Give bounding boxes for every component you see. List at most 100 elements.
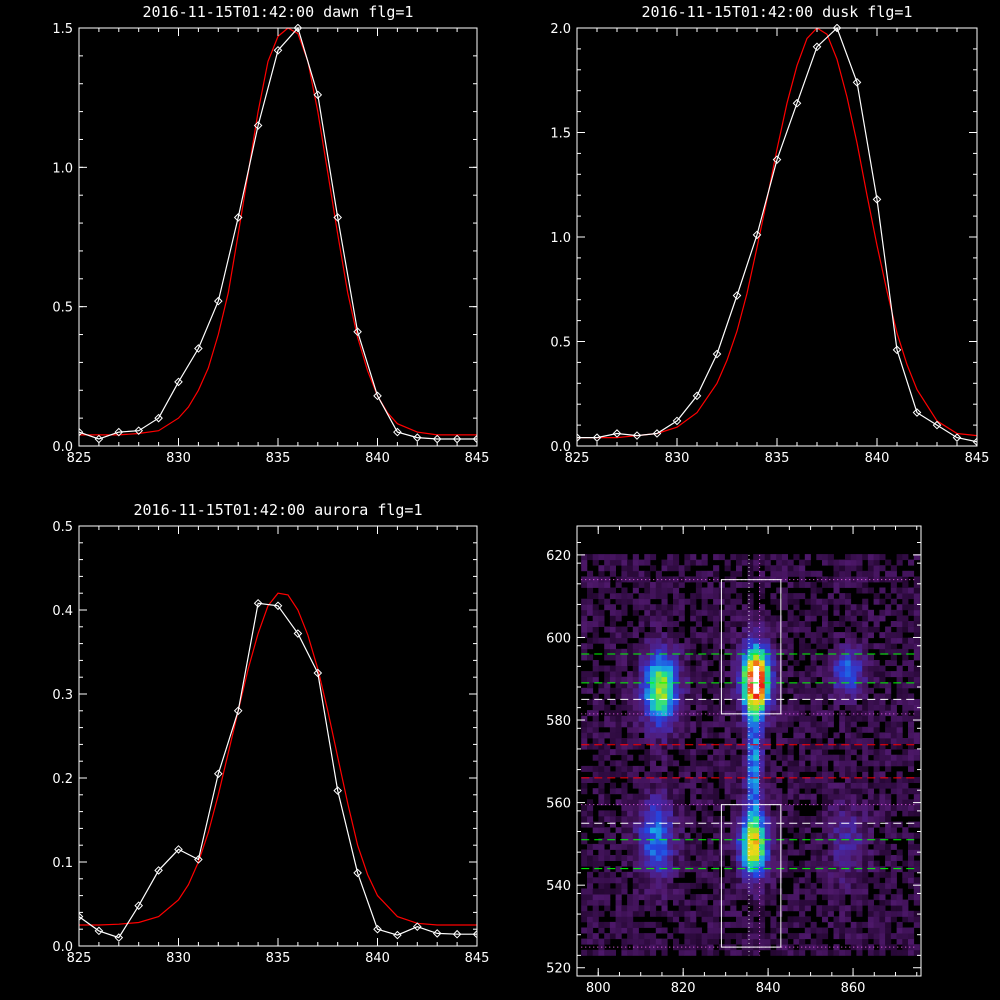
- heatmap-cell: [873, 565, 880, 572]
- heatmap-cell: [604, 715, 611, 722]
- data-point: [333, 786, 343, 795]
- heatmap-cell: [827, 660, 834, 666]
- heatmap-cell: [655, 693, 662, 700]
- heatmap-cell: [845, 738, 852, 744]
- heatmap-cell: [793, 793, 800, 800]
- heatmap-cell: [747, 910, 754, 917]
- heatmap-cell: [890, 732, 897, 739]
- heatmap-cell: [781, 949, 788, 956]
- heatmap-cell: [810, 799, 817, 806]
- heatmap-cell: [701, 933, 708, 940]
- heatmap-cell: [736, 949, 743, 956]
- heatmap-cell: [827, 771, 834, 778]
- heatmap-cell: [621, 877, 628, 884]
- heatmap-cell: [730, 687, 737, 694]
- heatmap-cell: [850, 643, 857, 650]
- heatmap-cell: [581, 621, 588, 627]
- heatmap-cell: [845, 726, 852, 733]
- heatmap-cell: [776, 793, 783, 800]
- heatmap-cell: [713, 671, 720, 678]
- heatmap-cell: [661, 894, 668, 901]
- heatmap-cell: [902, 682, 909, 689]
- heatmap-cell: [609, 687, 616, 694]
- heatmap-cell: [713, 821, 720, 828]
- heatmap-cell: [644, 738, 651, 744]
- heatmap-cell: [839, 821, 846, 828]
- heatmap-cell: [736, 827, 743, 834]
- heatmap-cell: [581, 554, 588, 561]
- heatmap-cell: [707, 843, 714, 850]
- heatmap-cell: [581, 804, 588, 811]
- heatmap-cell: [690, 710, 697, 717]
- heatmap-cell: [667, 626, 674, 633]
- heatmap-cell: [581, 604, 588, 611]
- heatmap-cell: [799, 949, 806, 956]
- heatmap-cell: [741, 832, 748, 839]
- heatmap-cell: [793, 771, 800, 778]
- heatmap-cell: [862, 894, 869, 901]
- heatmap-cell: [655, 738, 662, 744]
- heatmap-cell: [776, 621, 783, 627]
- heatmap-cell: [736, 660, 743, 666]
- heatmap-cell: [650, 871, 657, 878]
- heatmap-cell: [667, 799, 674, 806]
- heatmap-cell: [793, 726, 800, 733]
- heatmap-cell: [673, 804, 680, 811]
- heatmap-cell: [822, 832, 829, 839]
- heatmap-cell: [776, 877, 783, 884]
- heatmap-cell: [713, 793, 720, 800]
- data-line: [577, 26, 977, 443]
- heatmap-cell: [753, 821, 760, 828]
- heatmap-cell: [730, 782, 737, 789]
- heatmap-cell: [753, 804, 760, 811]
- heatmap-cell: [873, 554, 880, 561]
- heatmap-cell: [770, 882, 777, 889]
- heatmap-cell: [661, 910, 668, 917]
- heatmap-cell: [753, 559, 760, 566]
- heatmap-cell: [827, 721, 834, 728]
- heatmap-cell: [741, 888, 748, 895]
- heatmap-cell: [827, 788, 834, 795]
- x-tick-label: 825: [67, 451, 92, 466]
- heatmap-cell: [850, 654, 857, 661]
- heatmap-cell: [753, 743, 760, 750]
- heatmap-cell: [724, 637, 731, 644]
- heatmap-cell: [592, 827, 599, 834]
- heatmap-cell: [684, 882, 691, 889]
- heatmap-cell: [890, 882, 897, 889]
- heatmap-cell: [764, 626, 771, 633]
- x-tick-label: 845: [465, 451, 490, 466]
- heatmap-cell: [753, 715, 760, 722]
- data-point: [253, 598, 263, 608]
- heatmap-cell: [678, 949, 685, 956]
- heatmap-cell: [902, 598, 909, 605]
- heatmap-cell: [627, 799, 634, 806]
- heatmap-cell: [908, 676, 915, 683]
- heatmap-cell: [890, 609, 897, 616]
- heatmap-cell: [873, 704, 880, 711]
- heatmap-cell: [684, 944, 691, 951]
- heatmap-cell: [890, 843, 897, 850]
- heatmap-cell: [759, 905, 766, 912]
- heatmap-cell: [604, 604, 611, 611]
- heatmap-cell: [615, 877, 622, 884]
- heatmap-cell: [879, 682, 886, 689]
- heatmap-cell: [655, 944, 662, 951]
- heatmap-cell: [587, 882, 594, 889]
- heatmap-cell: [845, 570, 852, 577]
- heatmap-cell: [770, 654, 777, 661]
- heatmap-cell: [592, 637, 599, 644]
- heatmap-cell: [701, 877, 708, 884]
- heatmap-cell: [655, 581, 662, 588]
- heatmap-cell: [655, 838, 662, 845]
- heatmap-cell: [609, 609, 616, 616]
- heatmap-cell: [862, 682, 869, 689]
- heatmap-cell: [592, 715, 599, 722]
- heatmap-cell: [867, 738, 874, 744]
- heatmap-cell: [684, 665, 691, 672]
- heatmap-cell: [730, 760, 737, 767]
- heatmap-cell: [609, 615, 616, 622]
- heatmap-cell: [621, 855, 628, 861]
- heatmap-cell: [845, 660, 852, 666]
- heatmap-cell: [598, 860, 605, 867]
